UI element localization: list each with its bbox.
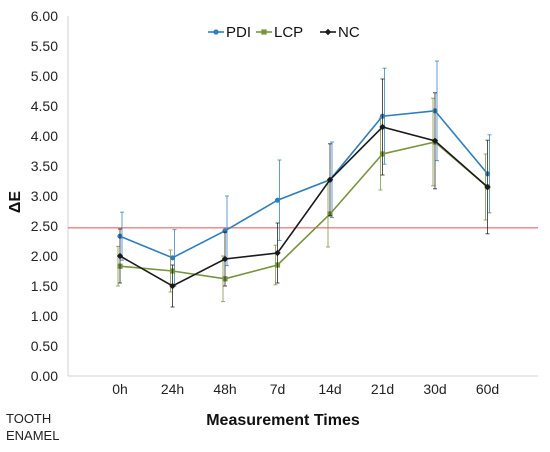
y-axis-title: ΔE — [7, 191, 24, 214]
data-point — [484, 183, 491, 191]
note-line-1: TOOTH — [6, 411, 51, 426]
x-tick-label: 21d — [371, 381, 394, 397]
x-axis: 0h 24h 48h 7d 14d 21d 30d 60d — [68, 375, 538, 397]
x-tick-label: 30d — [423, 381, 446, 397]
data-point — [274, 249, 281, 257]
series-line — [119, 141, 489, 280]
data-point — [326, 176, 334, 183]
y-tick-label: 5.00 — [31, 68, 58, 84]
y-tick-label: 1.00 — [31, 308, 58, 324]
x-tick-label: 14d — [318, 381, 341, 397]
y-tick-label: 4.00 — [31, 128, 58, 144]
y-axis: 0.00 0.50 1.00 1.50 2.00 2.50 3.00 3.50 4.00 4.50… — [31, 8, 69, 384]
chart-legend: PDI LCP NC — [208, 24, 360, 41]
legend-item-nc: NC — [320, 24, 360, 41]
x-tick-label: 60d — [476, 381, 499, 397]
data-point — [379, 123, 386, 131]
note-line-2: ENAMEL — [6, 428, 59, 443]
y-tick-label: 6.00 — [31, 8, 58, 24]
y-tick-label: 0.50 — [31, 338, 58, 354]
series-line — [119, 126, 489, 287]
legend-marker — [213, 29, 219, 35]
data-point — [431, 137, 439, 144]
legend-label: PDI — [226, 24, 251, 41]
legend-label: LCP — [274, 24, 303, 41]
x-axis-title: Measurement Times — [206, 412, 360, 429]
data-point — [221, 255, 229, 263]
series-pdi — [117, 60, 492, 287]
y-tick-label: 2.00 — [31, 248, 58, 264]
legend-marker — [261, 29, 267, 35]
y-tick-label: 3.50 — [31, 158, 58, 174]
x-tick-label: 0h — [112, 381, 128, 397]
x-tick-label: 48h — [213, 381, 236, 397]
x-tick-label: 24h — [161, 381, 184, 397]
legend-item-pdi: PDI — [208, 24, 251, 41]
y-tick-label: 3.00 — [31, 188, 58, 204]
legend-item-lcp: LCP — [256, 24, 303, 41]
y-tick-label: 2.50 — [31, 218, 58, 234]
y-tick-label: 4.50 — [31, 98, 58, 114]
series-line — [119, 109, 489, 259]
series-layer — [116, 60, 492, 308]
y-tick-label: 1.50 — [31, 278, 58, 294]
series-nc — [116, 78, 491, 308]
data-point — [274, 197, 281, 203]
x-tick-label: 7d — [270, 381, 286, 397]
data-point — [116, 252, 124, 260]
data-point — [169, 255, 176, 261]
data-point — [169, 282, 176, 290]
legend-label: NC — [338, 24, 360, 41]
y-tick-label: 0.00 — [31, 368, 58, 384]
legend-marker — [324, 28, 332, 36]
y-tick-label: 5.50 — [31, 38, 58, 54]
